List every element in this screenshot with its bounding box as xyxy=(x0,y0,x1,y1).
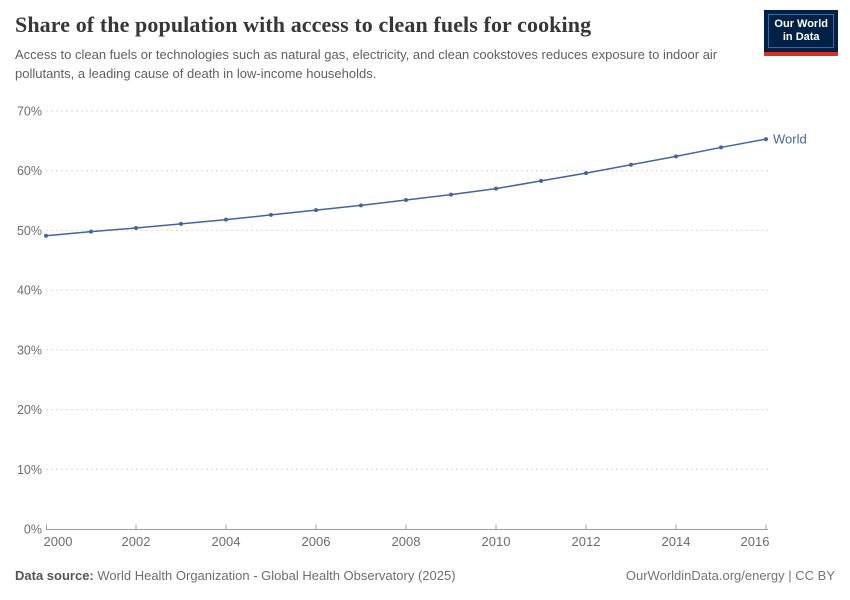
owid-logo[interactable]: Our World in Data xyxy=(764,10,838,57)
x-tick-label: 2014 xyxy=(662,534,691,549)
x-tick-label: 2008 xyxy=(392,534,421,549)
footer-attribution: OurWorldinData.org/energy | CC BY xyxy=(626,568,835,583)
owid-logo-text-line1: Our World xyxy=(774,18,828,30)
data-point[interactable] xyxy=(584,171,588,176)
data-point[interactable] xyxy=(269,212,273,217)
x-tick-label: 2012 xyxy=(572,534,601,549)
footer-separator: | xyxy=(788,568,792,583)
data-point[interactable] xyxy=(134,226,138,231)
data-point[interactable] xyxy=(629,162,633,167)
y-tick-label: 70% xyxy=(17,105,42,119)
owid-link[interactable]: OurWorldinData.org/energy xyxy=(625,568,785,583)
world-line[interactable] xyxy=(45,138,767,237)
y-tick-label: 0% xyxy=(24,523,42,537)
data-point[interactable] xyxy=(179,221,183,226)
data-point[interactable] xyxy=(719,145,723,150)
data-point[interactable] xyxy=(539,178,543,183)
data-source-note: Data source: World Health Organization -… xyxy=(15,568,456,583)
data-point[interactable] xyxy=(404,197,408,202)
y-tick-label: 40% xyxy=(17,284,42,298)
data-point[interactable] xyxy=(449,192,453,197)
data-source-label: Data source: xyxy=(15,568,94,583)
page-title: Share of the population with access to c… xyxy=(15,12,592,37)
x-tick-label: 2002 xyxy=(122,534,151,549)
owid-logo-text-line2: in Data xyxy=(782,31,820,44)
y-tick-label: 30% xyxy=(17,343,42,357)
x-tick-label: 2010 xyxy=(482,534,511,549)
data-point[interactable] xyxy=(674,154,678,159)
world-label: World xyxy=(773,132,807,147)
chart-header: Share of the population with access to c… xyxy=(15,12,765,84)
data-point[interactable] xyxy=(224,217,228,222)
x-tick-label: 2004 xyxy=(212,534,241,549)
data-point[interactable] xyxy=(44,233,48,238)
data-point[interactable] xyxy=(314,208,318,213)
x-tick-label: 2016 xyxy=(741,534,770,549)
owid-logo-frame: Our World in Data xyxy=(768,14,834,49)
x-tick-label: 2006 xyxy=(302,534,331,549)
license-label[interactable]: CC BY xyxy=(795,568,835,583)
data-point[interactable] xyxy=(89,229,93,234)
x-tick-label: 2000 xyxy=(44,534,73,549)
data-source-value: World Health Organization - Global Healt… xyxy=(97,568,456,583)
data-point[interactable] xyxy=(359,203,363,208)
chart-footer: Data source: World Health Organization -… xyxy=(15,568,835,583)
data-point[interactable] xyxy=(764,137,768,142)
data-point[interactable] xyxy=(494,186,498,191)
y-tick-label: 50% xyxy=(17,224,42,238)
chart-subtitle: Access to clean fuels or technologies su… xyxy=(15,47,718,82)
y-tick-label: 20% xyxy=(17,403,42,417)
y-tick-label: 10% xyxy=(17,463,42,477)
y-tick-label: 60% xyxy=(17,164,42,178)
